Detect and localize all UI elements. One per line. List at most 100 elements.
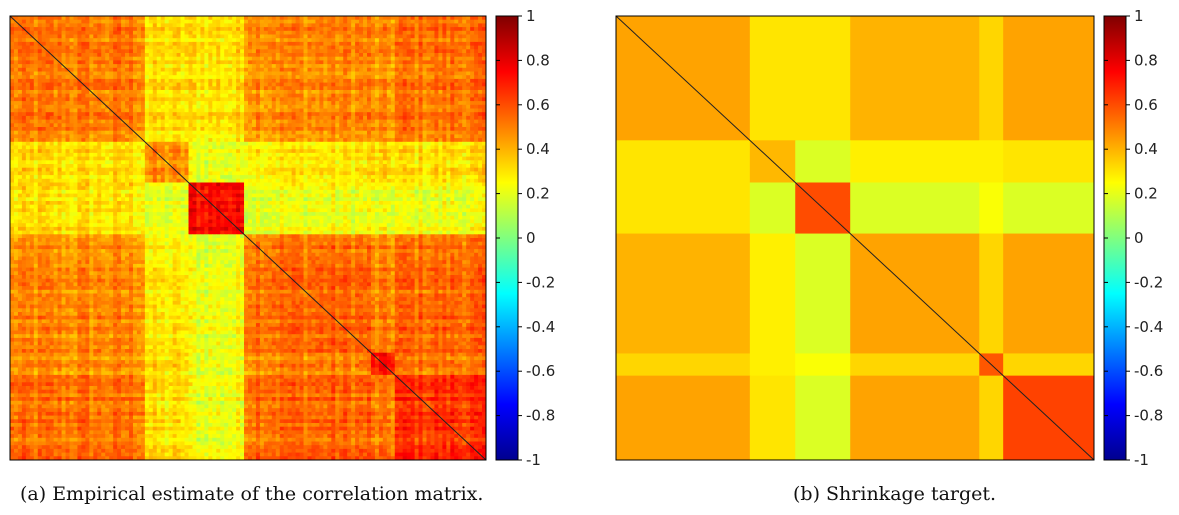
- heatmap-a-cell: [93, 16, 98, 21]
- heatmap-a-cell: [41, 127, 47, 132]
- heatmap-a-cell: [129, 34, 134, 39]
- heatmap-a-cell: [283, 108, 289, 113]
- heatmap-a-cell: [25, 19, 31, 24]
- heatmap-a-cell: [176, 56, 181, 61]
- heatmap-a-cell: [176, 41, 181, 46]
- heatmap-a-cell: [398, 164, 404, 169]
- heatmap-a-cell: [279, 90, 285, 95]
- heatmap-a-cell: [144, 71, 150, 76]
- heatmap-a-cell: [279, 127, 285, 132]
- heatmap-a-cell: [49, 167, 55, 172]
- heatmap-a-cell: [10, 78, 15, 83]
- heatmap-a-cell: [271, 27, 277, 32]
- heatmap-a-cell: [478, 82, 483, 87]
- heatmap-a-cell: [327, 97, 332, 102]
- heatmap-a-cell: [160, 127, 166, 132]
- heatmap-a-cell: [188, 130, 193, 135]
- heatmap-a-cell: [351, 138, 356, 143]
- heatmap-a-cell: [442, 78, 447, 83]
- heatmap-a-cell: [196, 112, 201, 117]
- heatmap-a-cell: [374, 82, 380, 87]
- heatmap-a-cell: [196, 27, 201, 32]
- heatmap-a-cell: [129, 19, 134, 24]
- heatmap-a-cell: [430, 127, 435, 132]
- heatmap-a-cell: [315, 104, 320, 109]
- heatmap-a-cell: [45, 93, 51, 98]
- heatmap-a-cell: [53, 119, 58, 124]
- heatmap-a-cell: [474, 30, 479, 35]
- heatmap-a-cell: [398, 82, 404, 87]
- heatmap-a-cell: [422, 49, 427, 54]
- heatmap-a-cell: [335, 101, 340, 106]
- heatmap-a-cell: [374, 156, 380, 161]
- heatmap-a-cell: [307, 82, 312, 87]
- heatmap-a-cell: [180, 16, 185, 21]
- heatmap-a-cell: [370, 156, 376, 161]
- heatmap-a-cell: [65, 82, 70, 87]
- heatmap-a-cell: [13, 104, 19, 109]
- heatmap-a-cell: [89, 149, 94, 154]
- heatmap-a-cell: [315, 152, 320, 157]
- heatmap-a-cell: [152, 86, 158, 91]
- heatmap-a-cell: [343, 82, 348, 87]
- heatmap-a-cell: [359, 152, 364, 157]
- heatmap-a-cell: [13, 164, 19, 169]
- heatmap-a-cell: [271, 49, 277, 54]
- heatmap-a-cell: [283, 56, 289, 61]
- heatmap-a-cell: [271, 93, 277, 98]
- heatmap-a-cell: [109, 149, 114, 154]
- heatmap-a-cell: [125, 97, 130, 102]
- heatmap-a-cell: [101, 149, 106, 154]
- heatmap-a-cell: [113, 152, 118, 157]
- heatmap-a-cell: [267, 115, 273, 120]
- heatmap-a-cell: [402, 64, 408, 69]
- heatmap-a-cell: [77, 104, 82, 109]
- heatmap-a-cell: [279, 78, 285, 83]
- heatmap-a-cell: [208, 78, 213, 83]
- heatmap-a-cell: [208, 45, 213, 50]
- heatmap-a-cell: [406, 115, 412, 120]
- heatmap-a-cell: [275, 71, 281, 76]
- heatmap-a-cell: [61, 27, 66, 32]
- heatmap-a-cell: [152, 160, 158, 165]
- heatmap-a-cell: [295, 82, 300, 87]
- heatmap-a-cell: [184, 90, 189, 95]
- heatmap-a-cell: [466, 145, 471, 150]
- heatmap-a-cell: [410, 112, 415, 117]
- heatmap-a-cell: [136, 149, 142, 154]
- heatmap-a-cell: [168, 149, 174, 154]
- heatmap-a-cell: [69, 167, 74, 172]
- heatmap-a-cell: [474, 104, 479, 109]
- heatmap-a-cell: [184, 34, 189, 39]
- heatmap-a-cell: [458, 82, 463, 87]
- heatmap-a-cell: [200, 127, 205, 132]
- heatmap-a-cell: [121, 60, 126, 65]
- heatmap-a-cell: [208, 23, 213, 28]
- heatmap-a-cell: [462, 19, 467, 24]
- heatmap-a-cell: [65, 119, 70, 124]
- heatmap-a-cell: [57, 93, 62, 98]
- heatmap-a-cell: [319, 82, 324, 87]
- heatmap-a-cell: [303, 49, 308, 54]
- heatmap-a-cell: [85, 27, 90, 32]
- heatmap-a-cell: [430, 160, 435, 165]
- heatmap-a-cell: [168, 115, 174, 120]
- heatmap-a-cell: [57, 119, 62, 124]
- heatmap-a-cell: [307, 119, 312, 124]
- heatmap-a-cell: [144, 30, 150, 35]
- heatmap-a-cell: [255, 112, 261, 117]
- heatmap-a-cell: [236, 60, 241, 65]
- heatmap-a-cell: [458, 19, 463, 24]
- heatmap-a-cell: [212, 156, 217, 161]
- heatmap-a-cell: [422, 82, 427, 87]
- heatmap-a-cell: [347, 101, 352, 106]
- heatmap-a-cell: [446, 160, 451, 165]
- heatmap-a-cell: [378, 112, 384, 117]
- heatmap-a-cell: [410, 38, 415, 43]
- heatmap-a-cell: [244, 97, 249, 102]
- heatmap-a-cell: [65, 75, 70, 80]
- heatmap-a-cell: [283, 130, 289, 135]
- heatmap-a-cell: [164, 56, 170, 61]
- heatmap-a-cell: [386, 115, 392, 120]
- heatmap-a-cell: [418, 149, 423, 154]
